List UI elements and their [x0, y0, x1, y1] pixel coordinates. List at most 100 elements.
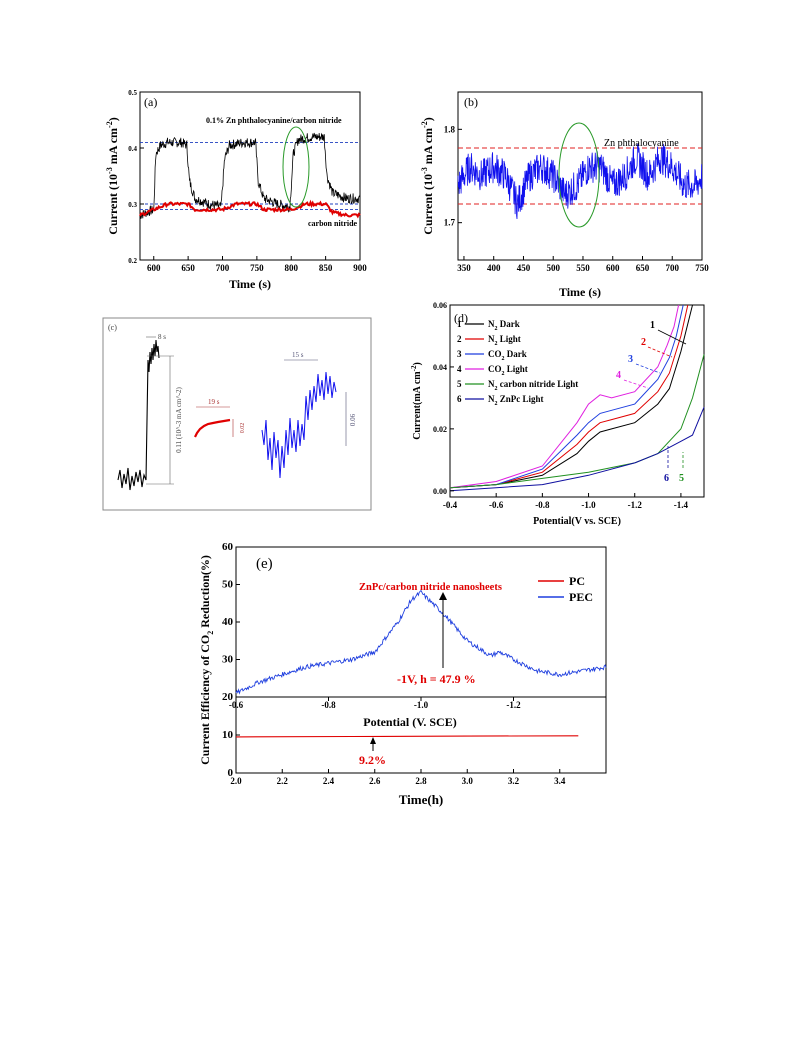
- panel-b-y-tick-label: 1.8: [444, 124, 456, 134]
- panel-d-legend-label: CO2 Dark: [488, 349, 527, 362]
- panel-e-top-y-tick-label: 20: [222, 691, 234, 703]
- panel-d-series-line-6: [449, 407, 705, 492]
- panel-d-callout-4: 4: [616, 370, 621, 381]
- panel-d-x-tick-label: -1.0: [581, 500, 596, 510]
- panel-a: (a) 0.1% Zn phthalocyanine/carbon nitrid…: [105, 89, 367, 291]
- panel-e: (e) ZnPc/carbon nitride nanosheets PC PE…: [198, 541, 607, 807]
- panel-d-legend-number: 5: [457, 379, 462, 389]
- panel-e-bottom-x-tick-label: 3.0: [462, 776, 474, 786]
- panel-d-x-tick-label: -1.2: [628, 500, 643, 510]
- panel-d-legend-number: 1: [457, 319, 462, 329]
- panel-d-x-tick-label: -0.4: [443, 500, 458, 510]
- panel-e-bottom-x-tick-label: 3.4: [554, 776, 566, 786]
- panel-d-callout-2-arrow: [647, 346, 673, 358]
- panel-d-callout-3-arrow: [635, 363, 661, 374]
- panel-c-label-8s: 8 s: [158, 333, 166, 341]
- panel-c: (c) 8 s 0.11 (10^-3 mA cm^-2) 19 s 0.02 …: [102, 317, 372, 511]
- panel-d-series-line-1: [449, 304, 693, 489]
- panel-b-x-ticks: 350 400 450 500 550 600 650 700 750: [457, 256, 709, 273]
- panel-d: (d) 1 N2 Dark 2 N2 Light 3 CO2 Dark 4 CO2 Light…: [410, 301, 705, 527]
- panel-e-bottom-y-tick-label: 10: [222, 729, 234, 741]
- panel-b: (b) Zn phthalocyanine 350 400 450 500 550 600…: [420, 91, 709, 299]
- panel-a-y-ticks: 0.2 0.3 0.4 0.5: [128, 89, 144, 265]
- panel-c-frame: [102, 317, 372, 511]
- panel-e-top-x-tick-label: -0.8: [321, 700, 336, 710]
- panel-c-label-006: 0.06: [349, 413, 357, 426]
- panel-e-y-axis-label: Current Efficiency of CO2 Reduction(%): [198, 555, 215, 765]
- panel-d-callout-1: 1: [650, 320, 655, 331]
- panel-d-legend-label: N2 carbon nitride Light: [488, 379, 578, 392]
- panel-a-x-tick-label: 800: [285, 263, 299, 273]
- panel-e-top-x-axis-label: Potential (V. SCE): [363, 715, 456, 729]
- panel-a-x-tick-label: 900: [353, 263, 367, 273]
- panel-e-bottom-x-tick-label: 2.2: [277, 776, 289, 786]
- panel-d-y-axis-label: Current(mA cm-2): [410, 362, 423, 440]
- panel-a-y-tick-label: 0.4: [128, 145, 137, 153]
- panel-e-top-x-ticks: -0.6 -0.8 -1.0 -1.2: [229, 697, 521, 710]
- panel-d-callout-4-arrow: [623, 379, 649, 389]
- panel-a-highlight-ellipse: [282, 126, 310, 208]
- panel-d-callout-1-arrow: [657, 329, 687, 345]
- panel-b-y-tick-label: 1.7: [444, 218, 456, 228]
- panel-d-x-tick-label: -1.4: [674, 500, 689, 510]
- panel-d-legend-number: 2: [457, 334, 462, 344]
- panel-b-x-axis-label: Time (s): [559, 285, 601, 299]
- panel-d-callout-2: 2: [641, 337, 646, 348]
- panel-a-y-tick-label: 0.2: [128, 257, 137, 265]
- panel-e-bottom-x-ticks: 2.0 2.2 2.4 2.6 2.8 3.0 3.2 3.4: [230, 769, 566, 786]
- panel-c-blue-trace: [261, 371, 337, 479]
- panel-e-top-x-tick-label: -1.0: [414, 700, 429, 710]
- panel-d-legend-label: N2 ZnPc Light: [488, 394, 544, 407]
- panel-a-label: (a): [144, 95, 157, 109]
- panel-d-series-line-5: [449, 354, 705, 489]
- panel-d-x-tick-label: -0.6: [489, 500, 504, 510]
- panel-a-x-tick-label: 700: [216, 263, 230, 273]
- panel-d-series-line-3: [449, 304, 684, 489]
- panel-d-callout-6: 6: [664, 473, 669, 484]
- panel-b-x-tick-label: 400: [487, 263, 501, 273]
- panel-b-label: (b): [464, 95, 478, 109]
- panel-b-annotation: Zn phthalocyanine: [604, 138, 679, 149]
- panel-d-frame: [449, 304, 705, 498]
- panel-a-y-tick-label: 0.3: [128, 201, 137, 209]
- panel-e-bottom-x-tick-label: 3.2: [508, 776, 520, 786]
- panel-b-x-tick-label: 350: [457, 263, 471, 273]
- panel-a-x-axis-label: Time (s): [229, 277, 271, 291]
- panel-e-top-y-tick-label: 50: [222, 579, 234, 591]
- panel-d-x-ticks: -0.4 -0.6 -0.8 -1.0 -1.2 -1.4: [443, 493, 689, 510]
- panel-e-top-arrowhead: [439, 592, 447, 600]
- panel-e-top-y-tick-label: 60: [222, 541, 234, 553]
- panel-d-y-tick-label: 0.02: [433, 425, 447, 434]
- panel-b-x-tick-label: 550: [576, 263, 590, 273]
- panel-e-bottom-x-tick-label: 2.0: [230, 776, 242, 786]
- panel-d-label: (d): [454, 311, 468, 325]
- panel-c-red-trace: [194, 418, 231, 438]
- panel-d-series-line-4: [449, 304, 680, 489]
- panel-d-legend-number: 6: [457, 394, 462, 404]
- panel-d-series: [449, 304, 705, 492]
- panel-d-legend-label: N2 Light: [488, 334, 521, 347]
- panel-d-legend-number: 4: [457, 364, 462, 374]
- panel-e-top-y-ticks: 20 30 40 50 60: [222, 541, 240, 703]
- panel-a-x-tick-label: 600: [147, 263, 161, 273]
- panel-b-x-tick-label: 450: [517, 263, 531, 273]
- panel-a-annotation-cn: carbon nitride: [308, 219, 358, 228]
- panel-a-series-zn-line: [139, 132, 361, 219]
- panel-c-label-002: 0.02: [240, 423, 246, 434]
- panel-e-top-series: [235, 589, 607, 695]
- panel-e-bottom-x-tick-label: 2.8: [415, 776, 427, 786]
- panel-a-x-tick-label: 650: [181, 263, 195, 273]
- panel-d-legend-label: N2 Dark: [488, 319, 520, 332]
- panel-b-highlight-ellipse: [558, 122, 600, 228]
- panel-b-x-tick-label: 750: [695, 263, 709, 273]
- panel-e-bottom-x-tick-label: 2.6: [369, 776, 381, 786]
- panel-e-bottom-y-ticks: 0 10: [222, 729, 240, 779]
- panel-b-x-tick-label: 500: [546, 263, 560, 273]
- panel-b-x-tick-label: 700: [665, 263, 679, 273]
- panel-b-y-axis-label: Current (10-3 mA cm-2): [420, 117, 435, 234]
- panel-c-black-trace: [117, 339, 160, 491]
- panel-e-legend-pec: PEC: [569, 590, 593, 604]
- panel-d-legend: 1 N2 Dark 2 N2 Light 3 CO2 Dark 4 CO2 Light 5 N2 …: [457, 319, 578, 407]
- panel-e-bottom-series: [235, 735, 579, 738]
- panel-c-label-15s: 15 s: [292, 351, 304, 359]
